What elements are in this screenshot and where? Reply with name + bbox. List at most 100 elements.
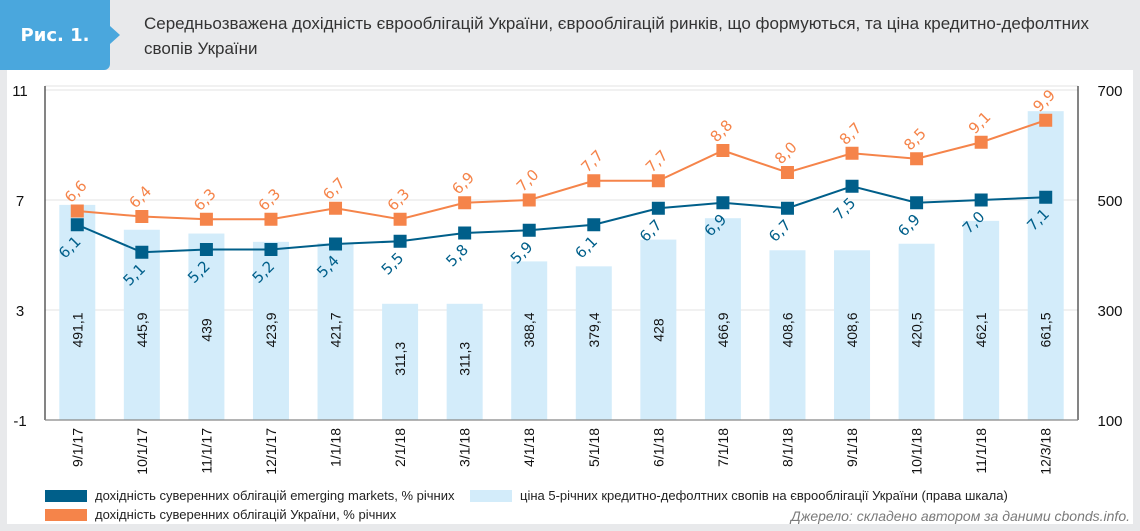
ua-yield-marker: [651, 174, 665, 188]
source-note: Джерело: складено автором за даними cbon…: [790, 508, 1130, 524]
x-tick-label: 10/1/18: [909, 428, 925, 475]
ua-yield-label: 6,6: [61, 177, 91, 207]
ua-yield-marker: [329, 201, 343, 215]
left-tick-label: 7: [16, 193, 24, 210]
tick-labels: -1 3 7 11 100 300 500 700 9/1/17 10/1/17 11/1/17 12…: [12, 83, 1122, 475]
em-yield-label: 6,1: [571, 232, 601, 262]
ua-yield-label: 7,0: [513, 166, 543, 196]
ua-yield-label: 6,3: [190, 185, 220, 215]
right-tick-label: 300: [1097, 303, 1122, 320]
cds-bar-label: 388,4: [521, 312, 537, 347]
x-tick-label: 1/1/18: [328, 428, 344, 467]
legend-item-em: дохідність суверенних облігацій emerging…: [45, 488, 454, 503]
cds-bar-label: 491,1: [69, 312, 85, 347]
ua-yield-marker: [910, 152, 924, 166]
cds-bar-label: 421,7: [328, 312, 344, 347]
cds-bar: [769, 250, 806, 420]
ua-yield-marker: [845, 146, 859, 160]
cds-bars: [59, 111, 1064, 421]
left-tick-label: 11: [12, 83, 28, 100]
cds-bar-labels: 491,1 445,9 439 423,9 421,7 311,3 311,3 388,4 37…: [69, 312, 1053, 376]
x-tick-label: 2/1/18: [392, 428, 408, 467]
ua-yield-label: 8,8: [707, 116, 737, 146]
cds-bar-label: 311,3: [392, 342, 408, 376]
ua-yield-line: [77, 119, 1047, 221]
em-yield-label: 5,5: [378, 249, 408, 279]
ua-yield-marker: [135, 210, 149, 223]
ua-yield-label: 8,7: [836, 119, 866, 149]
em-yield-marker: [974, 193, 988, 207]
cds-bar-label: 408,6: [844, 312, 860, 347]
legend-swatch-em: [45, 489, 87, 502]
cds-bar: [575, 266, 612, 420]
x-tick-label: 11/1/18: [973, 428, 989, 474]
legend-item-ua: дохідність суверенних облігацій України,…: [45, 507, 396, 522]
legend-swatch-ua: [45, 508, 87, 521]
ua-yield-marker: [393, 212, 407, 226]
cds-bar: [898, 243, 935, 420]
ua-yield-label: 7,7: [642, 146, 672, 176]
right-tick-label: 500: [1097, 193, 1122, 210]
em-yield-label: 6,9: [894, 210, 924, 240]
x-tick-label: 11/1/17: [198, 428, 214, 474]
em-yield-marker: [651, 201, 665, 215]
cds-bar: [382, 303, 419, 420]
x-tick-label: 6/1/18: [650, 428, 666, 467]
cds-bar-label: 462,1: [973, 312, 989, 347]
ua-yield-marker: [974, 135, 988, 149]
x-tick-label: 12/1/17: [263, 428, 279, 475]
ua-yield-label: 8,0: [771, 138, 801, 168]
x-tick-label: 4/1/18: [521, 428, 537, 467]
right-tick-label: 700: [1097, 83, 1122, 100]
cds-bar-label: 311,3: [457, 342, 473, 376]
em-yield-marker: [910, 196, 924, 210]
cds-bar-label: 423,9: [263, 312, 279, 347]
legend-label-cds: ціна 5-річних кредитно-дефолтних свопів …: [520, 488, 1008, 503]
ua-yield-label: 7,7: [577, 146, 607, 176]
x-tick-label: 9/1/17: [69, 428, 85, 467]
cds-bar-label: 661,5: [1038, 312, 1054, 347]
legend-label-ua: дохідність суверенних облігацій України,…: [95, 507, 397, 522]
em-yield-marker: [70, 218, 84, 232]
cds-bar-label: 466,9: [715, 312, 731, 347]
ua-yield-marker: [522, 193, 536, 207]
em-yield-marker: [135, 245, 149, 259]
x-tick-label: 8/1/18: [779, 428, 795, 467]
cds-bar-label: 445,9: [134, 312, 150, 347]
em-yield-marker: [780, 201, 794, 215]
x-tick-label: 5/1/18: [586, 428, 602, 467]
cds-bar-label: 420,5: [909, 312, 925, 347]
cds-bar: [59, 204, 96, 420]
x-tick-label: 7/1/18: [715, 428, 731, 467]
em-yield-marker: [264, 243, 278, 256]
cds-bar: [834, 250, 871, 420]
x-tick-label: 9/1/18: [844, 428, 860, 467]
ua-yield-marker: [780, 166, 794, 179]
em-yield-marker: [587, 218, 601, 232]
cds-bar: [446, 303, 483, 420]
ua-yield-marker: [264, 212, 278, 226]
x-tick-label: 10/1/17: [134, 428, 150, 475]
cds-bar: [1027, 111, 1064, 421]
ua-yield-label: 6,4: [126, 182, 156, 212]
ua-yield-label: 6,7: [319, 174, 349, 204]
em-yield-marker: [393, 234, 407, 248]
ua-yield-label: 9,1: [965, 108, 995, 138]
legend-label-em: дохідність суверенних облігацій emerging…: [95, 488, 455, 503]
chart-title: Середньозважена дохідність єврооблігацій…: [144, 14, 1090, 58]
ua-yield-marker: [458, 196, 472, 210]
legend-item-cds: ціна 5-річних кредитно-дефолтних свопів …: [470, 488, 1008, 503]
cds-bar: [188, 233, 225, 420]
em-yield-label: 6,7: [765, 216, 795, 246]
cds-bar-label: 428: [650, 318, 666, 342]
cds-bar: [963, 220, 1000, 420]
cds-bar: [317, 243, 354, 420]
ua-yield-marker: [199, 212, 213, 226]
cds-bar: [123, 229, 160, 420]
x-tick-label: 3/1/18: [457, 428, 473, 467]
left-tick-label: -1: [13, 413, 26, 430]
cds-bar: [511, 261, 548, 420]
em-yield-marker: [845, 179, 859, 193]
cds-bar: [640, 239, 677, 420]
em-yield-marker: [199, 243, 213, 256]
